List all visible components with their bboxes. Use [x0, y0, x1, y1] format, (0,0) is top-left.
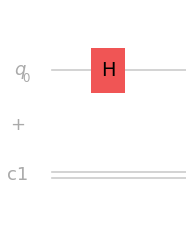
Text: q: q	[14, 61, 25, 79]
Text: 0: 0	[22, 72, 30, 85]
FancyBboxPatch shape	[91, 48, 125, 92]
Text: c1: c1	[7, 166, 28, 184]
Text: +: +	[10, 116, 25, 134]
Text: H: H	[101, 60, 115, 80]
